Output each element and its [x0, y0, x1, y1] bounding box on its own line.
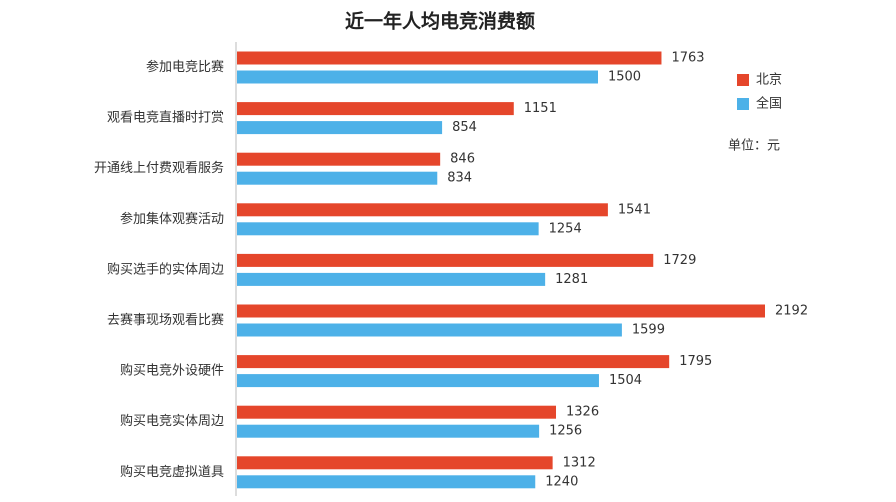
- bar: [237, 171, 438, 185]
- data-label: 1151: [524, 101, 557, 116]
- bar: [237, 253, 654, 267]
- legend-swatch: [737, 98, 749, 110]
- bar: [237, 121, 443, 135]
- bar: [237, 102, 514, 116]
- bar: [237, 355, 670, 369]
- y-tick-label: 购买电竞外设硬件: [120, 363, 224, 379]
- data-label: 854: [452, 120, 477, 135]
- bar: [237, 424, 540, 438]
- data-label: 1795: [679, 354, 712, 369]
- bar: [237, 70, 598, 84]
- y-tick-label: 购买电竞虚拟道具: [120, 464, 224, 480]
- data-label: 846: [450, 152, 475, 167]
- data-label: 1254: [549, 221, 582, 236]
- legend-swatch: [737, 74, 749, 86]
- y-tick-label: 观看电竞直播时打赏: [107, 110, 224, 126]
- bar: [237, 51, 662, 65]
- bar: [237, 304, 765, 318]
- data-label: 2192: [775, 304, 808, 319]
- bar: [237, 222, 539, 236]
- y-tick-label: 开通线上付费观看服务: [94, 160, 224, 176]
- data-label: 834: [447, 171, 472, 186]
- y-tick-label: 参加集体观赛活动: [120, 211, 224, 227]
- y-tick-label: 去赛事现场观看比赛: [107, 312, 224, 328]
- data-label: 1240: [545, 474, 578, 489]
- data-label: 1256: [549, 424, 582, 439]
- bar: [237, 323, 622, 337]
- data-label: 1729: [663, 253, 696, 268]
- y-tick-label: 购买选手的实体周边: [107, 261, 224, 277]
- bar: [237, 272, 546, 286]
- bar: [237, 456, 553, 470]
- legend-label: 北京: [756, 73, 782, 88]
- y-tick-label: 参加电竞比赛: [146, 59, 224, 75]
- data-label: 1500: [608, 70, 641, 85]
- data-label: 1281: [555, 272, 588, 287]
- data-label: 1504: [609, 373, 642, 388]
- bar: [237, 405, 557, 419]
- data-label: 1599: [632, 323, 665, 338]
- y-tick-label: 购买电竞实体周边: [120, 413, 224, 429]
- bar: [237, 152, 441, 166]
- data-label: 1541: [618, 202, 651, 217]
- bar: [237, 203, 608, 217]
- bar: [237, 475, 536, 489]
- data-label: 1326: [566, 405, 599, 420]
- unit-note: 单位：元: [728, 139, 780, 154]
- data-label: 1312: [563, 455, 596, 470]
- chart-title: 近一年人均电竞消费额: [345, 10, 535, 33]
- legend-label: 全国: [756, 96, 782, 112]
- data-label: 1763: [671, 51, 704, 66]
- bar: [237, 374, 599, 388]
